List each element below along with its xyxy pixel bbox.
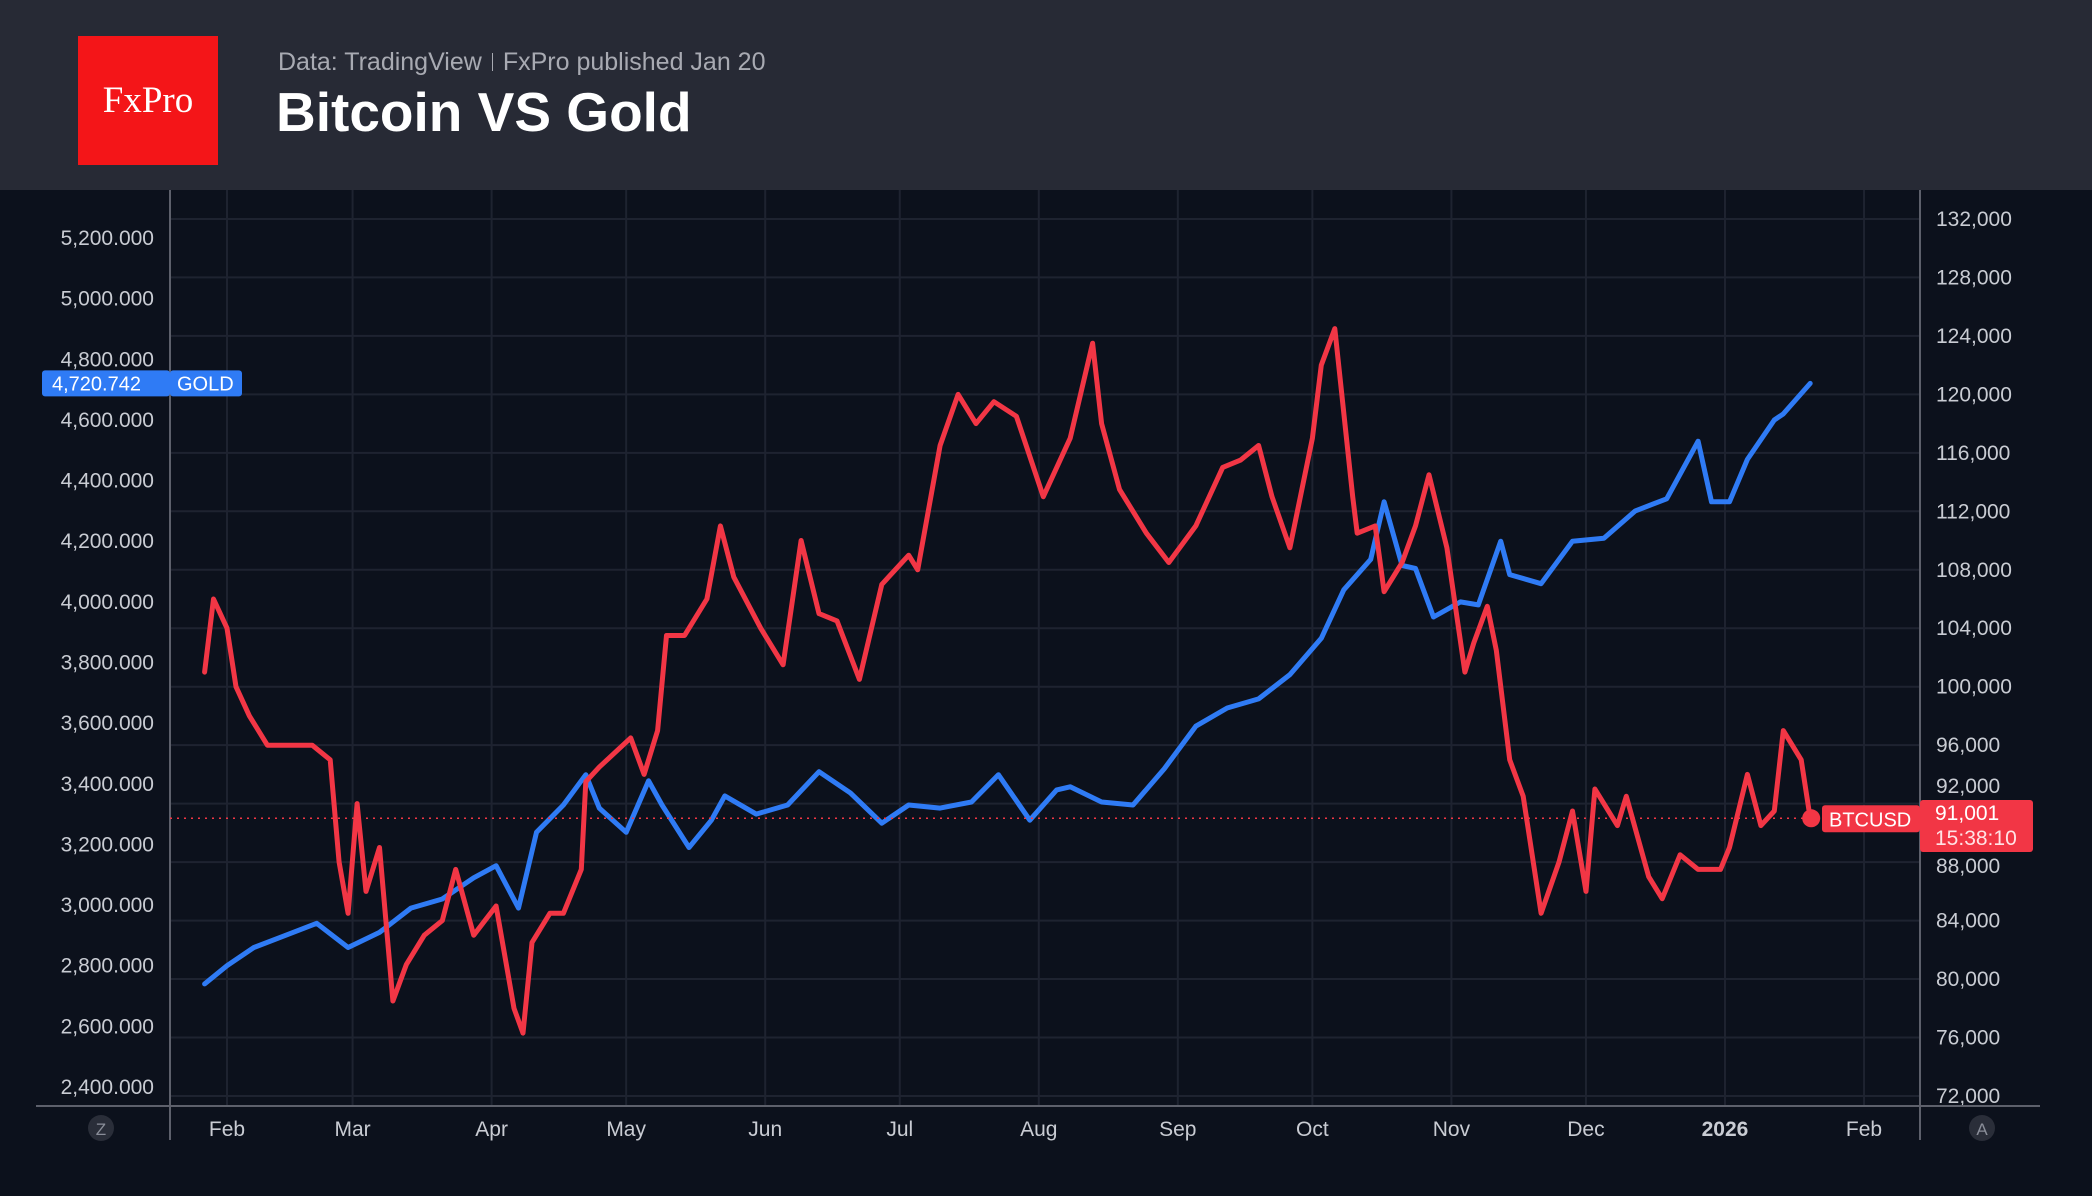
a-button[interactable]: A (1969, 1115, 1995, 1141)
right-axis-tick-label: 108,000 (1936, 559, 2012, 582)
left-axis-tick-label: 2,600.000 (61, 1015, 154, 1038)
right-axis-tick-label: 100,000 (1936, 676, 2012, 699)
right-axis-tick-label: 112,000 (1936, 500, 2010, 523)
left-axis-tick-label: 4,400.000 (61, 470, 154, 493)
header: FxPro Data: TradingView FxPro published J… (0, 0, 2092, 190)
right-axis-tick-label: 116,000 (1936, 442, 2010, 465)
axes: Feb Mar Apr May Jun Jul Aug Sep Oct Nov Dec 2026 Feb… (36, 190, 2040, 1141)
x-tick-label: Jul (886, 1118, 913, 1141)
logo-text: FxPro (102, 80, 194, 121)
series (202, 326, 1813, 1036)
right-axis-tick-label: 76,000 (1936, 1027, 2000, 1050)
btc-last-value: 91,001 (1935, 802, 1999, 825)
right-axis-tick-label: 124,000 (1936, 325, 2012, 348)
left-axis-tick-label: 5,200.000 (61, 227, 154, 250)
right-axis-tick-label: 80,000 (1936, 968, 2000, 991)
right-axis-tick-label: 132,000 (1936, 208, 2012, 231)
grid (170, 190, 1920, 1106)
x-tick-label: Jun (748, 1118, 782, 1141)
gold-last-value: 4,720.742 (52, 373, 141, 395)
left-axis-tick-label: 3,400.000 (61, 773, 154, 796)
left-axis-tick-label: 2,800.000 (61, 955, 154, 978)
gold-name-badge (170, 370, 242, 397)
x-tick-label: Nov (1433, 1118, 1471, 1141)
subtitle: Data: TradingView FxPro published Jan 20 (278, 48, 766, 77)
x-tick-label: Sep (1159, 1118, 1196, 1141)
btc-price-badge (1920, 800, 2033, 852)
separator (491, 53, 493, 71)
published-date: FxPro published Jan 20 (502, 48, 766, 76)
gold-price-badge (42, 370, 170, 397)
right-axis-tick-label: 104,000 (1936, 617, 2012, 640)
left-axis-tick-label: 4,800.000 (61, 348, 154, 371)
btc-last-point (1802, 809, 1821, 828)
x-tick-label: Mar (334, 1118, 370, 1141)
x-tick-label: Aug (1020, 1118, 1057, 1141)
x-tick-label: Oct (1296, 1118, 1329, 1141)
btc-name: BTCUSD (1829, 809, 1911, 831)
left-axis-tick-label: 4,000.000 (61, 591, 154, 614)
x-tick-label: Dec (1567, 1118, 1604, 1141)
z-label: Z (96, 1120, 106, 1139)
left-axis-tick-label: 3,800.000 (61, 652, 154, 675)
left-axis-tick-label: 4,200.000 (61, 530, 154, 553)
right-axis-tick-label: 72,000 (1936, 1085, 2000, 1108)
right-axis-tick-label: 128,000 (1936, 266, 2012, 289)
data-source: Data: TradingView (278, 48, 482, 76)
btcusd-line (202, 326, 1813, 1036)
right-axis-tick-label: 96,000 (1936, 734, 2000, 757)
btc-countdown: 15:38:10 (1935, 827, 2017, 850)
gold-line (202, 380, 1813, 987)
x-tick-label: Feb (1846, 1118, 1882, 1141)
z-button[interactable]: Z (88, 1115, 114, 1141)
x-tick-label: 2026 (1702, 1118, 1749, 1141)
gold-name: GOLD (177, 373, 234, 395)
left-axis-tick-label: 2,400.000 (61, 1076, 154, 1099)
fxpro-logo: FxPro (78, 36, 218, 165)
left-axis-tick-label: 3,000.000 (61, 894, 154, 917)
a-label: A (1976, 1120, 1988, 1139)
btc-name-badge (1822, 805, 1920, 833)
chart-title: Bitcoin VS Gold (276, 81, 692, 143)
left-axis-tick-label: 3,600.000 (61, 712, 154, 735)
right-axis-tick-label: 84,000 (1936, 910, 2000, 933)
x-tick-label: Feb (209, 1118, 245, 1141)
right-axis-tick-label: 88,000 (1936, 855, 2000, 878)
left-axis-tick-label: 5,000.000 (61, 288, 154, 311)
x-tick-label: Apr (475, 1118, 508, 1141)
right-axis-tick-label: 120,000 (1936, 383, 2012, 406)
left-axis-tick-label: 3,200.000 (61, 833, 154, 856)
x-tick-label: May (606, 1118, 646, 1141)
left-axis-tick-label: 4,600.000 (61, 409, 154, 432)
right-axis-tick-label: 92,000 (1936, 775, 2000, 798)
